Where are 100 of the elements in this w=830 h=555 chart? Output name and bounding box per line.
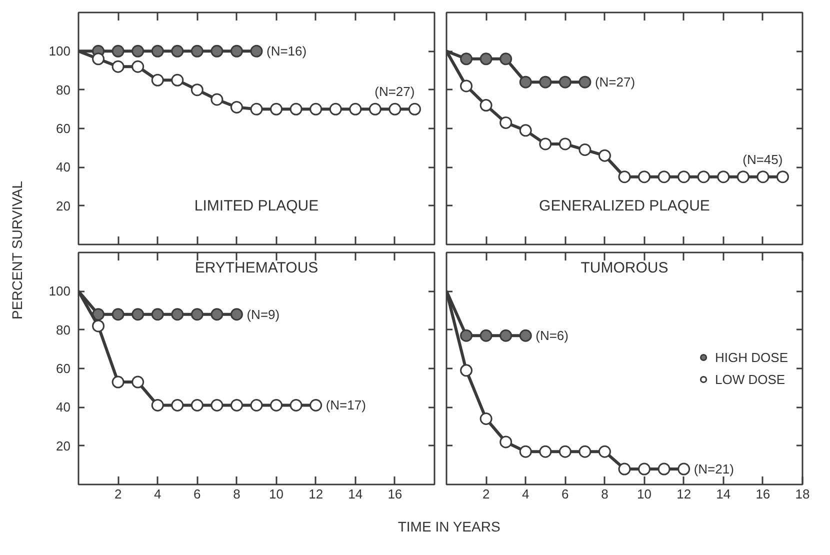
point: [349, 102, 362, 116]
point: [171, 308, 184, 321]
point: [210, 398, 224, 412]
legend-label: HIGH DOSE: [715, 350, 788, 364]
point: [519, 445, 532, 458]
text: TUMOROUS: [580, 259, 668, 276]
point: [270, 102, 283, 116]
point: [171, 74, 184, 86]
point: [460, 364, 473, 377]
point: [190, 398, 204, 412]
point: [151, 74, 164, 86]
point: [310, 398, 322, 412]
point: [290, 398, 302, 412]
y-tick-label: 40: [56, 160, 71, 175]
x-tick-label: 16: [388, 486, 402, 502]
annotation: (N=27): [594, 74, 636, 90]
text: LIMITED PLAQUE: [194, 197, 319, 214]
point: [112, 308, 124, 321]
x-tick-label: 6: [562, 486, 569, 502]
text: GENERALIZED PLAQUE: [539, 197, 710, 214]
point: [151, 308, 164, 321]
point: [500, 329, 512, 342]
point: [250, 102, 263, 116]
point: [480, 99, 492, 112]
x-tick-label: 4: [522, 486, 530, 502]
point: [539, 445, 552, 458]
x-tick-label: 2: [114, 486, 122, 502]
y-tick-label: 100: [48, 284, 71, 299]
point: [388, 102, 402, 116]
point: [460, 52, 473, 66]
point: [519, 329, 532, 342]
point: [112, 60, 124, 73]
point: [270, 398, 283, 412]
y-tick-label: 100: [48, 44, 71, 59]
point: [210, 308, 224, 321]
point: [230, 398, 243, 412]
y-tick-label: 60: [56, 361, 71, 376]
point: [368, 102, 382, 116]
point: [658, 170, 670, 184]
annotation: (N=9): [246, 306, 280, 322]
x-tick-label: 10: [269, 486, 284, 502]
point: [132, 308, 144, 321]
x-tick-label: 14: [716, 486, 731, 502]
point: [230, 100, 243, 114]
point: [250, 398, 263, 412]
y-tick-label: 80: [56, 82, 71, 98]
text: ERYTHEMATOUS: [194, 259, 318, 276]
x-axis-title: TIME IN YEARS: [398, 518, 500, 534]
point: [171, 44, 184, 58]
point: [658, 462, 670, 476]
legend-label: LOW DOSE: [715, 372, 786, 386]
y-tick-label: 20: [56, 438, 71, 454]
point: [618, 170, 631, 184]
annotation: (N=16): [266, 44, 307, 59]
annotation: (N=45): [742, 152, 783, 167]
point: [290, 102, 302, 116]
y-tick-label: 40: [56, 400, 71, 415]
point: [776, 170, 789, 184]
point: [210, 44, 224, 58]
point: [151, 398, 164, 412]
annotation: (N=17): [326, 398, 366, 413]
y-tick-label: 80: [56, 322, 71, 338]
x-tick-label: 12: [676, 486, 692, 502]
x-tick-label: 16: [756, 486, 770, 502]
point: [500, 52, 512, 66]
x-tick-label: 14: [348, 486, 363, 502]
point: [112, 376, 124, 388]
point: [558, 76, 572, 88]
point: [132, 60, 144, 73]
point: [519, 76, 532, 88]
point: [190, 308, 204, 321]
point: [190, 44, 204, 58]
point: [539, 138, 552, 150]
point: [329, 102, 342, 116]
point: [460, 329, 473, 342]
x-tick-label: 18: [795, 486, 810, 502]
x-tick-label: 6: [194, 486, 201, 502]
x-tick-label: 2: [482, 486, 490, 502]
point: [558, 138, 572, 150]
point: [408, 102, 421, 116]
point: [697, 170, 710, 184]
point: [558, 445, 572, 458]
point: [480, 412, 492, 426]
annotation: (N=6): [536, 328, 568, 344]
point: [756, 170, 770, 184]
point: [500, 436, 512, 448]
point: [678, 462, 690, 476]
point: [250, 44, 263, 58]
point: [539, 76, 552, 88]
y-tick-label: 20: [56, 198, 71, 214]
point: [678, 170, 690, 184]
x-tick-label: 12: [308, 486, 324, 502]
point: [717, 170, 730, 184]
point: [618, 462, 631, 476]
point: [500, 116, 512, 129]
point: [480, 52, 492, 66]
point: [132, 376, 144, 388]
point: [519, 124, 532, 137]
y-tick-label: 60: [56, 121, 71, 136]
point: [92, 320, 105, 332]
